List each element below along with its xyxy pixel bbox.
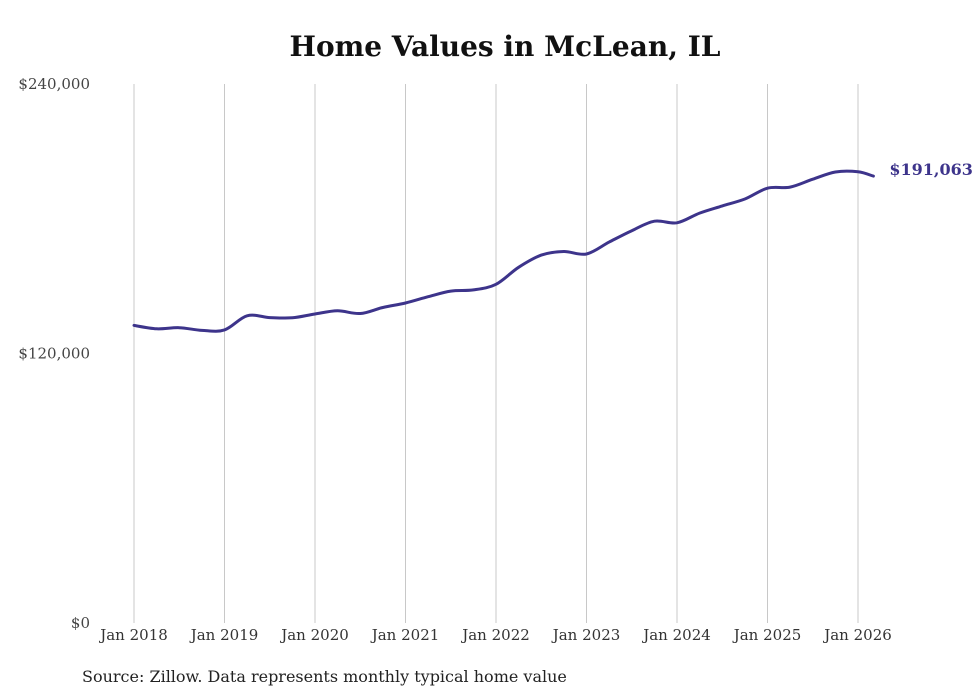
y-tick-label: $240,000	[18, 75, 90, 93]
y-tick-label: $0	[71, 614, 90, 632]
y-axis: $0 $120,000 $240,000	[18, 75, 90, 632]
data-labels: $191,063	[889, 160, 973, 179]
x-axis: Jan 2018 Jan 2019 Jan 2020 Jan 2021 Jan 2022…	[98, 626, 892, 644]
x-tick-label: Jan 2022	[460, 626, 530, 644]
source-note: Source: Zillow. Data represents monthly …	[82, 667, 567, 686]
x-tick-label: Jan 2021	[370, 626, 440, 644]
x-tick-label: Jan 2024	[641, 626, 711, 644]
x-tick-label: Jan 2025	[732, 626, 802, 644]
y-tick-label: $120,000	[18, 345, 90, 363]
x-tick-label: Jan 2026	[822, 626, 892, 644]
x-tick-label: Jan 2019	[189, 626, 259, 644]
x-tick-label: Jan 2018	[98, 626, 168, 644]
series-line	[132, 169, 875, 333]
end-value-label: $191,063	[889, 160, 973, 179]
chart-title: Home Values in McLean, IL	[289, 30, 721, 63]
series-layer	[132, 169, 875, 333]
grid-lines	[133, 84, 859, 623]
x-tick-label: Jan 2020	[279, 626, 349, 644]
x-tick-label: Jan 2023	[551, 626, 621, 644]
